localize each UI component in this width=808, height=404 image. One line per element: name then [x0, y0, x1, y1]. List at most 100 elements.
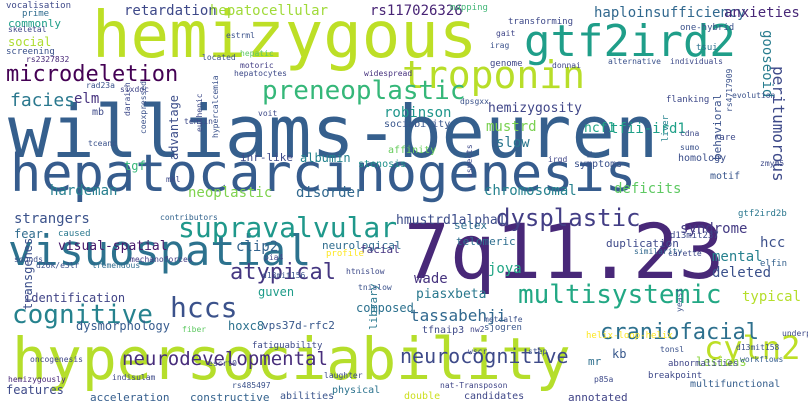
- word: atypical: [230, 260, 336, 285]
- word: syndrome: [680, 221, 748, 237]
- word: neoplastic: [188, 185, 273, 201]
- word: p85a: [594, 375, 614, 384]
- word: rad23a: [86, 81, 115, 90]
- word: deficits: [614, 181, 682, 197]
- word: d13mit237: [670, 231, 719, 241]
- word: facies: [10, 90, 76, 111]
- word: tfnaip3: [422, 325, 465, 336]
- word: hmustrd1alpha1: [396, 213, 506, 228]
- word: hardeman: [50, 183, 118, 199]
- word: joya: [488, 261, 522, 277]
- word: homology: [678, 153, 727, 164]
- word: tfii-ird1: [610, 121, 686, 137]
- word: neurodevelopmental: [122, 348, 328, 370]
- word: hepatic: [240, 49, 274, 58]
- word: estrml: [226, 31, 255, 40]
- word: wade: [414, 271, 448, 287]
- word: tremendous: [92, 261, 141, 270]
- word: cyln2: [704, 329, 801, 367]
- word: double: [404, 391, 441, 402]
- word: kb: [612, 347, 627, 361]
- word: supravalvular: [178, 211, 398, 244]
- word: cognitive: [12, 300, 153, 330]
- word: motoric: [240, 61, 274, 70]
- word: mechanoforces: [130, 255, 193, 264]
- word: typical: [742, 289, 802, 305]
- word: visual-spatial: [58, 239, 168, 254]
- word: mr: [588, 355, 602, 368]
- word: hemizygosity: [488, 101, 582, 116]
- word: multifunctional: [690, 379, 781, 390]
- word: gait: [496, 29, 516, 38]
- word: d13mit158: [736, 343, 780, 352]
- word: nat-Transposon: [440, 381, 508, 390]
- word: physical: [332, 385, 381, 396]
- word: one-hybrid: [680, 23, 735, 33]
- word: hepatocytes: [234, 69, 287, 78]
- word: tgf: [124, 159, 146, 173]
- word: mapping: [450, 3, 488, 13]
- word: visuospatial: [8, 226, 312, 275]
- word: sumo: [680, 143, 700, 152]
- word: hemizygous: [92, 0, 478, 73]
- word: features: [6, 383, 64, 397]
- word: constructive: [190, 391, 270, 404]
- word: neurological: [322, 239, 402, 252]
- word: sixdoc: [120, 85, 149, 94]
- word: hccs: [170, 291, 238, 324]
- word: duplication: [606, 237, 679, 250]
- word: wscr: [468, 347, 488, 356]
- word: similarity: [634, 247, 683, 256]
- word: 7q11.23: [404, 207, 725, 296]
- word: vps37d-rfc2: [262, 319, 335, 332]
- word: tnislow: [358, 283, 392, 292]
- word: vocalisation: [6, 1, 72, 11]
- word: motif: [710, 171, 741, 182]
- word: escrt0: [208, 359, 237, 368]
- word: liver: [661, 114, 671, 142]
- word: williams-beuren: [8, 90, 659, 174]
- word: mustrd: [486, 119, 537, 135]
- word: mb: [92, 107, 105, 118]
- word: dysplastic: [496, 204, 641, 232]
- word: rare: [714, 133, 736, 143]
- word: mkl: [166, 175, 181, 184]
- word: individuals: [670, 57, 723, 66]
- word: transgenes: [21, 237, 35, 310]
- word: widespread: [364, 69, 413, 78]
- word: retardation: [124, 3, 217, 19]
- word: troponin: [402, 53, 586, 97]
- word: slow: [496, 135, 530, 151]
- word: piasxbeta: [416, 287, 487, 302]
- word: hemizygously: [8, 375, 66, 384]
- word: deleted: [712, 265, 772, 281]
- word: yeast: [675, 287, 684, 312]
- word: hoxc8: [228, 319, 265, 333]
- word: d13mit156: [262, 271, 306, 280]
- word: sjogren: [484, 323, 522, 333]
- word: tceanc: [88, 139, 117, 148]
- word: fiber: [182, 325, 207, 334]
- word: workflows: [740, 355, 784, 364]
- word: tensin: [184, 117, 213, 126]
- word: elm: [74, 91, 100, 107]
- word: robinson: [384, 105, 452, 121]
- word: transforming: [508, 17, 574, 27]
- word: fatiguability: [252, 341, 323, 351]
- word: helix-loop-helix: [586, 331, 673, 341]
- word: annotated: [568, 391, 628, 404]
- word: contributors: [160, 213, 218, 222]
- word: telomeric: [456, 235, 516, 248]
- word: sounds: [14, 255, 43, 264]
- word: strangers: [14, 211, 90, 227]
- word: advantage: [167, 94, 181, 160]
- word: located: [202, 53, 236, 62]
- word: guven: [258, 285, 295, 299]
- word: selex: [454, 219, 488, 232]
- word: anxieties: [724, 5, 800, 21]
- word: mental: [712, 249, 763, 265]
- word: alternative: [608, 57, 661, 66]
- word: chromosomal: [484, 183, 577, 199]
- word: abnormalities: [668, 359, 739, 369]
